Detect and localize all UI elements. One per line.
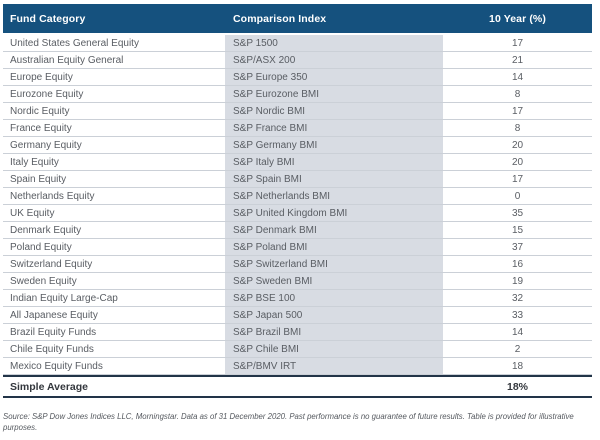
table-row: Brazil Equity Funds S&P Brazil BMI 14 [3,324,592,341]
table-row: All Japanese Equity S&P Japan 500 33 [3,307,592,324]
fund-category-cell: Netherlands Equity [10,190,95,202]
table-row: Italy Equity S&P Italy BMI 20 [3,154,592,171]
table-row: Europe Equity S&P Europe 350 14 [3,69,592,86]
comparison-index-cell: S&P/BMV IRT [225,358,443,374]
comparison-index-cell: S&P Denmark BMI [225,222,443,238]
table-row: France Equity S&P France BMI 8 [3,120,592,137]
table-row: Nordic Equity S&P Nordic BMI 17 [3,103,592,120]
comparison-index-cell: S&P Switzerland BMI [225,256,443,272]
comparison-index-cell: S&P Germany BMI [225,137,443,153]
table-row: Australian Equity General S&P/ASX 200 21 [3,52,592,69]
fund-category-cell: France Equity [10,122,72,134]
table-row: United States General Equity S&P 1500 17 [3,35,592,52]
comparison-index-cell: S&P Spain BMI [225,171,443,187]
ten-year-cell: 14 [511,326,524,338]
ten-year-cell: 21 [511,54,524,66]
summary-row: Simple Average 18% [3,375,592,398]
comparison-index-cell: S&P Europe 350 [225,69,443,85]
comparison-index-cell: S&P Nordic BMI [225,103,443,119]
summary-value: 18% [506,380,528,393]
fund-category-cell: Germany Equity [10,139,82,151]
table-row: Eurozone Equity S&P Eurozone BMI 8 [3,86,592,103]
column-header-fund-category: Fund Category [10,12,86,25]
table-row: Netherlands Equity S&P Netherlands BMI 0 [3,188,592,205]
comparison-index-cell: S&P Italy BMI [225,154,443,170]
fund-category-cell: Italy Equity [10,156,59,168]
ten-year-cell: 14 [511,71,524,83]
ten-year-cell: 8 [514,122,521,134]
ten-year-cell: 15 [511,224,524,236]
ten-year-cell: 18 [511,360,524,372]
ten-year-cell: 19 [511,275,524,287]
ten-year-cell: 35 [511,207,524,219]
comparison-index-cell: S&P Chile BMI [225,341,443,357]
table-row: Spain Equity S&P Spain BMI 17 [3,171,592,188]
column-header-ten-year: 10 Year (%) [489,12,546,25]
table-row: UK Equity S&P United Kingdom BMI 35 [3,205,592,222]
fund-category-cell: Poland Equity [10,241,72,253]
fund-category-cell: Sweden Equity [10,275,77,287]
table-row: Sweden Equity S&P Sweden BMI 19 [3,273,592,290]
ten-year-cell: 2 [514,343,521,355]
comparison-index-cell: S&P Netherlands BMI [225,188,443,204]
ten-year-cell: 16 [511,258,524,270]
table-row: Germany Equity S&P Germany BMI 20 [3,137,592,154]
fund-category-cell: Chile Equity Funds [10,343,94,355]
ten-year-cell: 17 [511,37,524,49]
fund-category-cell: Eurozone Equity [10,88,84,100]
fund-category-cell: Nordic Equity [10,105,70,117]
fund-category-cell: Denmark Equity [10,224,82,236]
comparison-index-cell: S&P Sweden BMI [225,273,443,289]
comparison-index-cell: S&P France BMI [225,120,443,136]
table-row: Chile Equity Funds S&P Chile BMI 2 [3,341,592,358]
fund-category-cell: United States General Equity [10,37,139,49]
ten-year-cell: 33 [511,309,524,321]
fund-category-cell: Switzerland Equity [10,258,93,270]
fund-category-cell: Indian Equity Large-Cap [10,292,118,304]
comparison-index-cell: S&P Brazil BMI [225,324,443,340]
ten-year-cell: 8 [514,88,521,100]
fund-category-cell: UK Equity [10,207,55,219]
comparison-index-cell: S&P Japan 500 [225,307,443,323]
fund-category-cell: Brazil Equity Funds [10,326,97,338]
comparison-index-cell: S&P BSE 100 [225,290,443,306]
source-note: Source: S&P Dow Jones Indices LLC, Morni… [3,412,574,432]
ten-year-cell: 32 [511,292,524,304]
table-body: United States General Equity S&P 1500 17 Au… [3,35,592,375]
fund-category-cell: Spain Equity [10,173,67,185]
comparison-index-cell: S&P/ASX 200 [225,52,443,68]
fund-category-cell: Mexico Equity Funds [10,360,103,372]
table-row: Indian Equity Large-Cap S&P BSE 100 32 [3,290,592,307]
fund-comparison-table: Fund Category Comparison Index 10 Year (… [3,4,592,398]
table-row: Poland Equity S&P Poland BMI 37 [3,239,592,256]
comparison-index-cell: S&P Poland BMI [225,239,443,255]
comparison-index-cell: S&P United Kingdom BMI [225,205,443,221]
ten-year-cell: 37 [511,241,524,253]
summary-label: Simple Average [10,380,89,393]
fund-category-cell: Europe Equity [10,71,73,83]
table-row: Mexico Equity Funds S&P/BMV IRT 18 [3,358,592,375]
fund-category-cell: Australian Equity General [10,54,124,66]
comparison-index-cell: S&P Eurozone BMI [225,86,443,102]
ten-year-cell: 17 [511,105,524,117]
comparison-index-cell: S&P 1500 [225,35,443,51]
ten-year-cell: 17 [511,173,524,185]
table-row: Switzerland Equity S&P Switzerland BMI 16 [3,256,592,273]
ten-year-cell: 20 [511,156,524,168]
table-row: Denmark Equity S&P Denmark BMI 15 [3,222,592,239]
ten-year-cell: 0 [514,190,521,202]
ten-year-cell: 20 [511,139,524,151]
fund-category-cell: All Japanese Equity [10,309,98,321]
column-header-comparison-index: Comparison Index [233,12,327,25]
table-header-row: Fund Category Comparison Index 10 Year (… [3,4,592,33]
